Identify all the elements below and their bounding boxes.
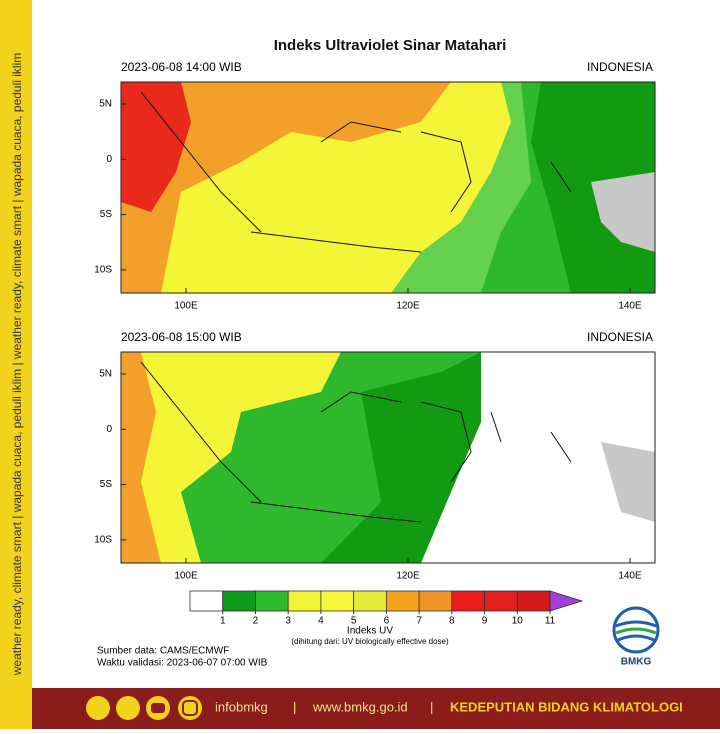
panel-region: INDONESIA bbox=[587, 60, 653, 74]
panel-time: 2023-06-08 15:00 WIB bbox=[121, 330, 242, 344]
colorbar-box bbox=[484, 590, 518, 612]
bmkg-logo bbox=[612, 606, 660, 654]
footer-website: www.bmkg.go.id bbox=[312, 699, 408, 714]
lat-label: 0 bbox=[106, 424, 112, 435]
lat-label: 10S bbox=[94, 265, 112, 276]
lon-label: 120E bbox=[396, 301, 420, 312]
lon-label: 140E bbox=[618, 301, 642, 312]
colorbar-tick-label: 3 bbox=[285, 616, 291, 627]
colorbar-tick-label: 5 bbox=[351, 616, 357, 627]
lat-label: 5N bbox=[99, 369, 112, 380]
colorbar-tick-label: 9 bbox=[482, 616, 488, 627]
lat-label: 5N bbox=[99, 99, 112, 110]
colorbar-tick-label: 8 bbox=[449, 616, 455, 627]
lat-label: 10S bbox=[94, 535, 112, 546]
colorbar-box bbox=[451, 590, 485, 612]
colorbar-tick-label: 11 bbox=[545, 616, 556, 627]
lon-label: 100E bbox=[174, 301, 198, 312]
colorbar-tick-label: 4 bbox=[318, 616, 324, 627]
lon-label: 120E bbox=[396, 571, 420, 582]
footer-unit: KEDEPUTIAN BIDANG KLIMATOLOGI bbox=[450, 699, 683, 714]
panel-time: 2023-06-08 14:00 WIB bbox=[121, 60, 242, 74]
logo-text: BMKG bbox=[621, 657, 652, 668]
colorbar-tick-label: 7 bbox=[416, 616, 422, 627]
colorbar-box bbox=[320, 590, 355, 612]
side-text: weather ready, climate smart | wapada cu… bbox=[10, 53, 24, 677]
colorbar-tick-label: 1 bbox=[220, 616, 226, 627]
map-frame bbox=[120, 81, 656, 294]
title: Indeks Ultraviolet Sinar Matahari bbox=[274, 37, 507, 54]
colorbar-label: Indeks UV bbox=[347, 626, 393, 637]
colorbar-tick-label: 6 bbox=[384, 616, 390, 627]
lat-label: 0 bbox=[106, 154, 112, 165]
source: Sumber data: CAMS/ECMWF bbox=[97, 646, 229, 657]
colorbar-box bbox=[418, 590, 453, 612]
lon-label: 100E bbox=[174, 571, 198, 582]
panel-region: INDONESIA bbox=[587, 330, 653, 344]
colorbar-box bbox=[353, 590, 387, 612]
map-panel bbox=[121, 352, 655, 563]
side-strip bbox=[0, 0, 32, 729]
colorbar-tick-label: 10 bbox=[512, 616, 524, 627]
colorbar-box bbox=[189, 590, 224, 612]
map-panel bbox=[121, 82, 655, 293]
colorbar-arrow bbox=[549, 590, 584, 612]
colorbar-box bbox=[516, 590, 551, 612]
lat-label: 5S bbox=[100, 479, 113, 490]
colorbar-box bbox=[255, 590, 289, 612]
lon-label: 140E bbox=[618, 571, 642, 582]
footer-social: infobmkg bbox=[215, 699, 268, 714]
colorbar-box bbox=[385, 590, 420, 612]
lat-label: 5S bbox=[100, 209, 113, 220]
map-frame bbox=[120, 351, 656, 564]
colorbar-box bbox=[287, 590, 322, 612]
social-icons bbox=[86, 696, 202, 720]
footer-separator: | bbox=[430, 699, 433, 714]
colorbar-box bbox=[222, 590, 256, 612]
valid: Waktu validasi: 2023-06-07 07:00 WIB bbox=[97, 658, 268, 669]
footer-separator: | bbox=[293, 699, 296, 714]
colorbar-tick-label: 2 bbox=[253, 616, 259, 627]
colorbar-note: (dihitung dari: UV biologically effectiv… bbox=[291, 637, 449, 646]
